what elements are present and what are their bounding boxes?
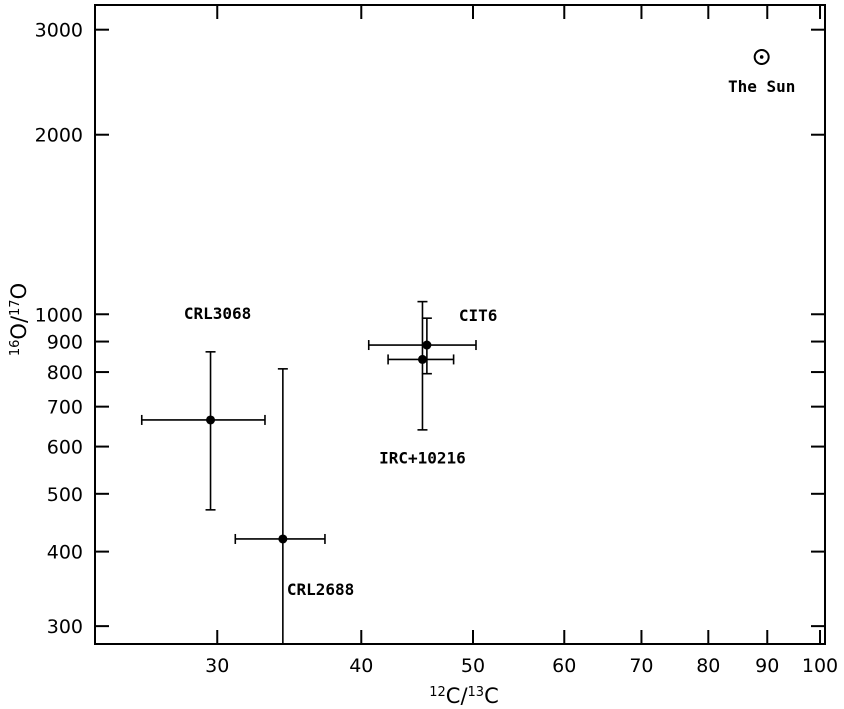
x-tick-label: 100 <box>802 655 838 677</box>
data-point-group <box>367 317 477 375</box>
x-tick-label: 40 <box>349 655 373 677</box>
data-point <box>417 354 427 364</box>
y-tick-label: 300 <box>47 616 83 638</box>
data-point-group <box>140 351 266 511</box>
axis-title-part: 12 <box>429 685 446 700</box>
x-axis-title: 12C/13C <box>429 684 499 708</box>
x-tick-label: 30 <box>205 655 229 677</box>
data-points <box>140 48 770 644</box>
sun-icon-dot <box>759 55 764 59</box>
point-label: CRL2688 <box>287 580 354 599</box>
y-tick-label: 800 <box>47 362 83 384</box>
x-tick-label: 50 <box>461 655 485 677</box>
y-tick-label: 3000 <box>35 20 83 42</box>
y-tick-label: 400 <box>47 542 83 564</box>
x-tick-label: 90 <box>755 655 779 677</box>
sun-label: The Sun <box>728 77 795 96</box>
axis-title-part: 16 <box>8 340 23 357</box>
data-point <box>422 340 432 350</box>
y-tick-label: 500 <box>47 484 83 506</box>
data-point <box>278 534 288 544</box>
y-tick-label: 900 <box>47 332 83 354</box>
y-tick-label: 600 <box>47 437 83 459</box>
data-point-group <box>387 300 455 431</box>
y-tick-label: 2000 <box>35 125 83 147</box>
sun-symbol <box>753 48 770 65</box>
plot-frame <box>94 4 826 645</box>
axis-title-part: O/ <box>7 315 31 340</box>
axis-ticks <box>95 5 825 644</box>
tick-labels: 30 40 50 60 70 80 90 100 300 400 500 600 700 800 900 10… <box>35 20 839 677</box>
y-tick-label: 700 <box>47 397 83 419</box>
data-point <box>206 415 216 425</box>
point-annotations: CRL3068 CRL2688 CIT6 IRC+10216 The Sun <box>184 77 796 599</box>
y-axis-title: 16O/17O <box>7 283 31 356</box>
axis-title-part: 13 <box>468 685 485 700</box>
point-label: CRL3068 <box>184 304 251 323</box>
point-label: CIT6 <box>459 306 498 325</box>
x-tick-label: 80 <box>696 655 720 677</box>
axes-frame <box>94 4 826 645</box>
x-tick-label: 70 <box>629 655 653 677</box>
y-tick-label: 1000 <box>35 304 83 326</box>
axis-title-part: C <box>484 684 499 708</box>
data-point-group <box>234 368 326 644</box>
sun-icon <box>753 48 770 65</box>
point-label: IRC+10216 <box>379 448 466 467</box>
axis-title-part: O <box>7 283 31 300</box>
axis-title-part: 17 <box>8 299 23 316</box>
x-tick-label: 60 <box>552 655 576 677</box>
axis-title-part: C/ <box>446 684 469 708</box>
